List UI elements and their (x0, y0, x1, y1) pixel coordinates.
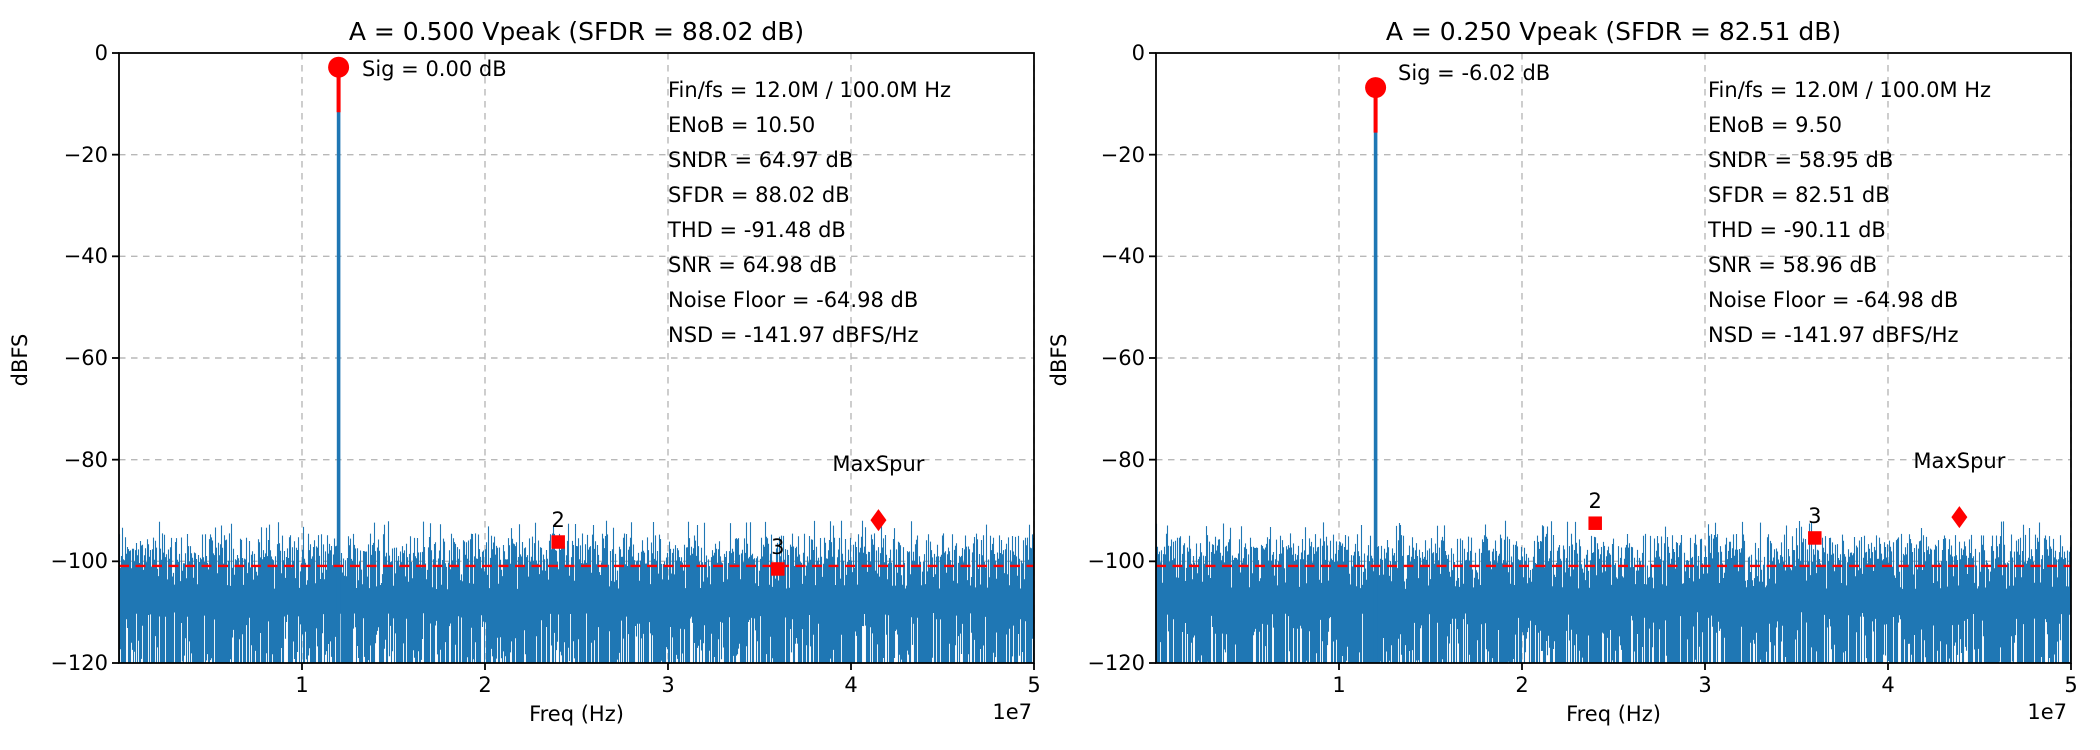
harmonic-marker-label: 3 (771, 535, 784, 559)
signal-marker (1365, 77, 1387, 99)
left-x-axis-offset-label: 1e7 (992, 700, 1032, 724)
left-stats-line: NSD = -141.97 dBFS/Hz (668, 323, 919, 347)
harmonic-marker-square (771, 562, 785, 576)
right-y-tick-label: −60 (1101, 346, 1145, 370)
right-y-tick-label: −120 (1087, 651, 1145, 675)
left-stats-line: ENoB = 10.50 (668, 113, 815, 137)
left-plot-area: 2 3 MaxSpur (112, 52, 1035, 670)
right-stats-line: THD = -90.11 dB (1707, 218, 1886, 242)
maxspur-marker-label: MaxSpur (832, 452, 924, 476)
right-y-tick-label: −100 (1087, 549, 1145, 573)
noise-spectrum (1156, 520, 2071, 663)
left-signal-annotation: Sig = 0.00 dB (362, 57, 507, 81)
left-stats-line: SFDR = 88.02 dB (668, 183, 850, 207)
right-x-tick-label: 2 (1515, 673, 1528, 697)
left-y-tick-label: 0 (95, 41, 108, 65)
left-stats-line: SNDR = 64.97 dB (668, 148, 853, 172)
left-y-tick-label: −120 (50, 651, 108, 675)
harmonic-marker-square (551, 535, 565, 549)
right-stats-line: SNR = 58.96 dB (1708, 253, 1877, 277)
right-x-tick-label: 4 (1881, 673, 1894, 697)
left-y-tick-label: −100 (50, 549, 108, 573)
right-x-axis-label: Freq (Hz) (1566, 702, 1661, 726)
right-x-tick-label: 5 (2064, 673, 2077, 697)
left-spectrum-plot: 2 3 MaxSpur A = 0.500 Vpeak (SFDR = 88.02 … (8, 17, 1041, 726)
noise-spectrum (119, 520, 1034, 663)
left-x-axis-label: Freq (Hz) (529, 702, 624, 726)
harmonic-marker-square (1588, 516, 1602, 530)
right-y-tick-label: −20 (1101, 143, 1145, 167)
left-x-tick-label: 1 (295, 673, 308, 697)
right-y-tick-label: −80 (1101, 448, 1145, 472)
left-x-tick-label: 4 (844, 673, 857, 697)
right-x-tick-label: 1 (1332, 673, 1345, 697)
left-y-tick-label: −60 (64, 346, 108, 370)
left-stats-line: SNR = 64.98 dB (668, 253, 837, 277)
left-x-tick-label: 5 (1027, 673, 1040, 697)
left-x-tick-label: 3 (661, 673, 674, 697)
right-plot-title: A = 0.250 Vpeak (SFDR = 82.51 dB) (1386, 17, 1841, 46)
left-stats-line: Fin/fs = 12.0M / 100.0M Hz (668, 78, 951, 102)
harmonic-marker-square (1808, 531, 1822, 545)
harmonic-marker-label: 3 (1808, 504, 1821, 528)
maxspur-marker-diamond (870, 509, 887, 532)
harmonic-marker-label: 2 (1589, 489, 1602, 513)
right-y-tick-label: 0 (1132, 41, 1145, 65)
right-x-axis-offset-label: 1e7 (2027, 700, 2067, 724)
left-y-tick-label: −20 (64, 143, 108, 167)
left-plot-title: A = 0.500 Vpeak (SFDR = 88.02 dB) (349, 17, 804, 46)
left-y-tick-label: −40 (64, 244, 108, 268)
right-stats-line: NSD = -141.97 dBFS/Hz (1708, 323, 1959, 347)
right-stats-line: Noise Floor = -64.98 dB (1708, 288, 1958, 312)
right-y-axis-label: dBFS (1047, 334, 1071, 387)
left-stats-line: THD = -91.48 dB (667, 218, 846, 242)
maxspur-marker-diamond (1951, 506, 1968, 529)
left-stats-line: Noise Floor = -64.98 dB (668, 288, 918, 312)
right-signal-annotation: Sig = -6.02 dB (1398, 61, 1550, 85)
maxspur-marker-label: MaxSpur (1913, 449, 2005, 473)
left-y-axis-label: dBFS (8, 334, 32, 387)
left-x-tick-label: 2 (478, 673, 491, 697)
right-stats-line: ENoB = 9.50 (1708, 113, 1842, 137)
right-y-tick-label: −40 (1101, 244, 1145, 268)
right-spectrum-plot: 2 3 MaxSpur A = 0.250 Vpeak (SFDR = 82.51 … (1047, 17, 2078, 726)
left-y-tick-label: −80 (64, 448, 108, 472)
signal-marker (328, 56, 350, 78)
right-stats-line: SFDR = 82.51 dB (1708, 183, 1890, 207)
right-stats-line: Fin/fs = 12.0M / 100.0M Hz (1708, 78, 1991, 102)
right-plot-area: 2 3 MaxSpur (1149, 52, 2072, 670)
right-x-tick-label: 3 (1698, 673, 1711, 697)
harmonic-marker-label: 2 (552, 508, 565, 532)
right-stats-line: SNDR = 58.95 dB (1708, 148, 1893, 172)
